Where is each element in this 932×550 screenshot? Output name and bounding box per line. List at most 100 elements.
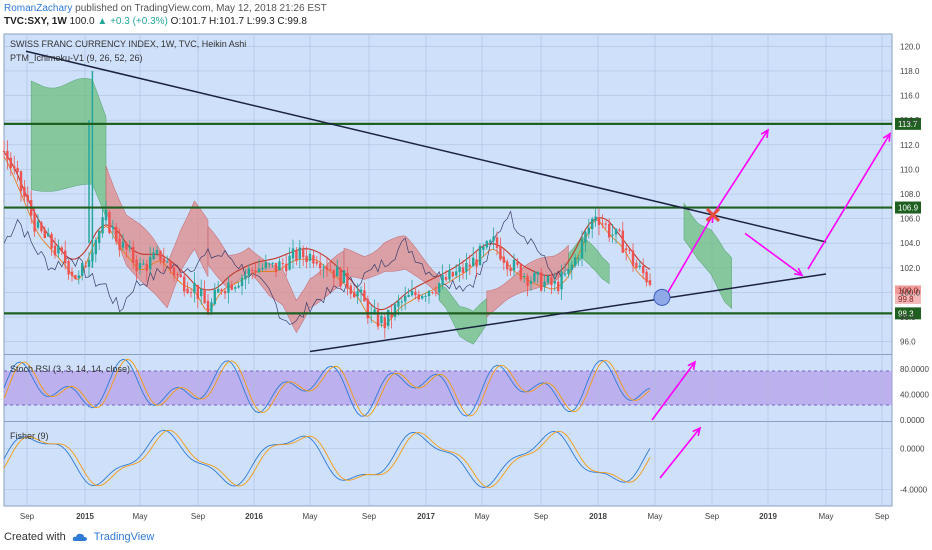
symbol-label: TVC:SXY, 1W [4, 16, 67, 27]
arrow-head [687, 360, 697, 371]
bullish-candle [227, 282, 230, 293]
arrow-head [692, 426, 702, 436]
bullish-candle [128, 246, 131, 249]
bullish-candle [142, 263, 145, 265]
bullish-candle [234, 287, 237, 289]
bearish-candle [444, 276, 448, 281]
bearish-candle [26, 195, 29, 202]
last-price: 100.0 [69, 16, 95, 27]
bearish-candle [349, 285, 352, 294]
bullish-candle [465, 262, 468, 272]
price-tick-label: 104.0 [900, 239, 921, 248]
price-tag-label: 100.0 [898, 286, 919, 295]
stoch-tick-label: 0.0000 [900, 416, 925, 425]
bearish-candle [281, 263, 284, 265]
bearish-candle [417, 294, 420, 300]
horizontal-levels: 113.7 106.9 98.3 100.099.8 [4, 117, 921, 320]
bullish-candle [111, 226, 114, 229]
bullish-candle [638, 265, 641, 268]
bullish-candle [57, 245, 60, 254]
time-tick-label: Sep [191, 512, 206, 521]
bullish-candle [533, 272, 536, 282]
time-tick-label: 2016 [245, 512, 263, 521]
bearish-candle [618, 229, 621, 231]
time-tick-label: May [302, 512, 317, 521]
level-tag-label: 113.7 [898, 120, 918, 129]
descending-trendline [25, 50, 827, 243]
time-tick-label: Sep [534, 512, 549, 521]
stoch-k-line [3, 358, 651, 417]
fisher-line [3, 429, 651, 488]
bullish-candle [455, 271, 458, 276]
bullish-candle [441, 274, 444, 285]
time-axis[interactable]: Sep 2015 May Sep 2016 May Sep 2017 May Sep 2018 May… [20, 512, 890, 521]
bullish-candle [560, 271, 563, 290]
price-tick-label: 102.0 [900, 264, 921, 273]
bearish-candle [597, 217, 601, 225]
bullish-candle [268, 263, 271, 265]
fisher-panel[interactable] [4, 422, 892, 506]
bullish-candle [424, 295, 427, 297]
level-tag-label: 98.3 [898, 309, 914, 318]
bullish-candle [427, 290, 431, 297]
ichimoku-label: PTM_Ichimoku-V1 (9, 26, 52, 26) [10, 53, 143, 63]
bearish-candle [305, 255, 308, 263]
bullish-candle [271, 262, 274, 264]
time-tick-label: Sep [362, 512, 377, 521]
bearish-candle [499, 245, 502, 260]
bearish-candle [115, 226, 118, 242]
price-tick-label: 110.0 [900, 165, 920, 174]
bearish-candle [135, 259, 138, 272]
stoch-tick-label: 80.0000 [900, 365, 929, 374]
bullish-candle [98, 231, 101, 243]
bullish-candle [594, 216, 597, 221]
cloud-icon [72, 533, 87, 541]
bullish-candle [237, 285, 240, 288]
stoch-d-line [3, 358, 651, 417]
bullish-candle [410, 290, 414, 296]
bullish-candle [397, 300, 400, 307]
bullish-candle [563, 273, 567, 276]
bearish-candle [43, 229, 46, 239]
bullish-candle [104, 209, 108, 221]
bullish-candle [458, 266, 461, 273]
bullish-candle [543, 281, 546, 288]
bullish-candle [404, 295, 407, 302]
time-tick-label: 2019 [759, 512, 777, 521]
tradingview-logo-text[interactable]: TradingView [93, 531, 155, 543]
bullish-candle [264, 262, 267, 269]
bearish-candle [502, 256, 505, 263]
chart-frame [3, 33, 893, 507]
bearish-candle [376, 310, 380, 327]
bearish-candle [125, 242, 128, 250]
price-tick-label: 96.0 [900, 338, 916, 347]
bearish-candle [509, 267, 512, 272]
bullish-candle [482, 246, 485, 250]
bearish-candle [274, 262, 278, 273]
bearish-candle [461, 267, 465, 273]
price-axis[interactable]: 120.0 118.0 116.0 114.0 112.0 110.0 108.0 106.0… [900, 42, 929, 494]
bullish-candle [536, 271, 539, 275]
price-tick-label: 106.0 [900, 215, 921, 224]
chart-canvas[interactable]: 113.7 106.9 98.3 100.099.8 SWISS FRANC CURR… [0, 30, 932, 530]
bearish-candle [196, 284, 199, 300]
bearish-candle [451, 271, 454, 277]
bearish-candle [53, 245, 57, 256]
bearish-candle [383, 317, 386, 329]
arrow-head [760, 128, 769, 139]
price-tick-label: 108.0 [900, 190, 921, 199]
bearish-candle [64, 250, 67, 264]
bullish-candle [407, 294, 410, 297]
bullish-candle [336, 266, 339, 277]
bearish-candle [363, 290, 366, 302]
fisher-tick-label: 0.0000 [900, 445, 925, 454]
projection-arrow [651, 361, 696, 421]
bearish-candle [33, 212, 36, 232]
bearish-candle [19, 171, 23, 192]
bearish-candle [475, 259, 478, 267]
level-tag [895, 307, 921, 320]
bearish-candle [495, 237, 499, 248]
bullish-candle [155, 249, 159, 254]
time-tick-label: Sep [705, 512, 720, 521]
author-link[interactable]: RomanZachary [4, 3, 73, 14]
